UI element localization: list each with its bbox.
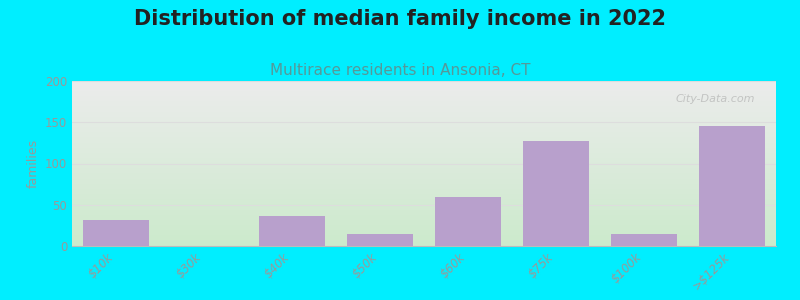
Text: City-Data.com: City-Data.com (675, 94, 755, 104)
Text: Distribution of median family income in 2022: Distribution of median family income in … (134, 9, 666, 29)
Bar (435, 196, 501, 246)
Y-axis label: families: families (26, 139, 39, 188)
Bar (83, 220, 149, 246)
Text: Multirace residents in Ansonia, CT: Multirace residents in Ansonia, CT (270, 63, 530, 78)
Bar (259, 216, 325, 246)
Bar (611, 234, 677, 246)
Bar (523, 141, 589, 246)
Bar (699, 126, 765, 246)
Bar (347, 234, 413, 246)
